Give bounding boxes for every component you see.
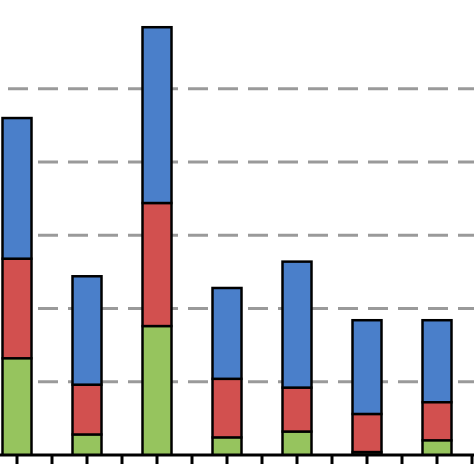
bar-2-segment-3 [71,275,103,386]
bar-4-segment-1 [211,436,243,457]
bar-group-2 [71,275,103,457]
x-axis-ticks [15,455,474,464]
bars [1,25,453,457]
bar-3-segment-2 [141,201,173,328]
bar-group-6 [351,318,383,457]
bar-7-segment-2 [421,401,453,442]
bar-group-7 [421,318,453,457]
bar-2-segment-1 [71,433,103,457]
bar-group-1 [1,116,33,457]
bar-7-segment-3 [421,318,453,404]
bar-6-segment-2 [351,412,383,454]
bar-1-segment-3 [1,116,33,260]
bar-6-segment-3 [351,318,383,416]
bar-5-segment-2 [281,386,313,433]
bar-1-segment-1 [1,357,33,457]
bar-5-segment-3 [281,260,313,389]
bar-1-segment-2 [1,257,33,360]
bar-2-segment-2 [71,383,103,436]
bar-3-segment-1 [141,324,173,457]
bar-5-segment-1 [281,430,313,457]
bar-4-segment-3 [211,286,243,381]
bar-group-5 [281,260,313,457]
bar-4-segment-2 [211,377,243,439]
bar-group-3 [141,25,173,457]
bar-group-4 [211,286,243,457]
bar-3-segment-3 [141,25,173,205]
bar-7-segment-1 [421,439,453,457]
